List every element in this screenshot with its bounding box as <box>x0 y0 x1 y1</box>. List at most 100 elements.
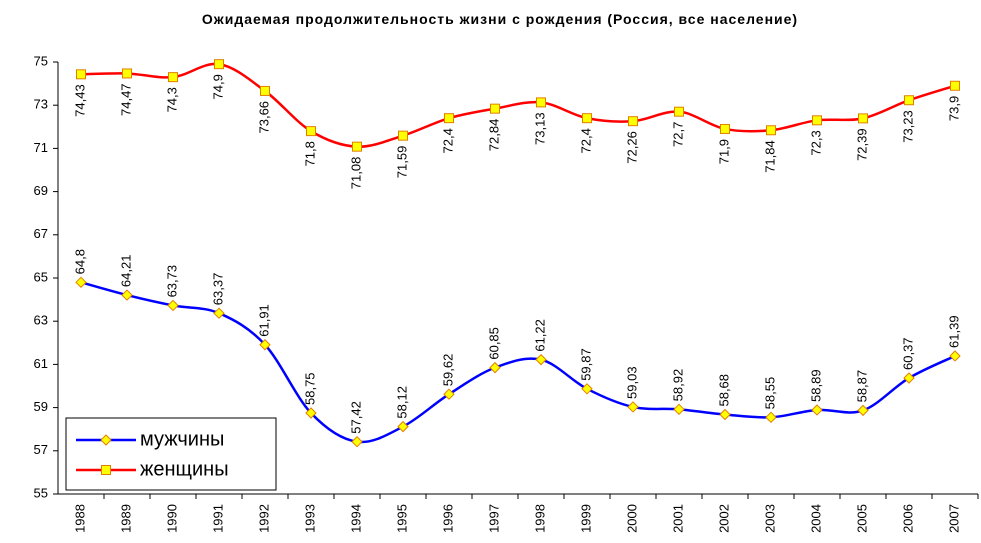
data-label: 74,43 <box>72 84 87 117</box>
x-tick-label: 1999 <box>578 504 593 533</box>
x-tick-label: 1993 <box>302 504 317 533</box>
data-label: 71,9 <box>716 139 731 164</box>
data-point <box>260 85 270 96</box>
data-point <box>811 404 823 416</box>
y-tick-label: 73 <box>34 97 48 112</box>
y-tick-label: 71 <box>34 140 48 155</box>
data-label: 59,62 <box>440 354 455 387</box>
series-line <box>80 281 956 444</box>
data-label: 60,85 <box>486 327 501 360</box>
data-point <box>168 72 178 83</box>
data-point <box>259 339 271 351</box>
data-point <box>581 383 593 395</box>
x-tick-label: 1992 <box>256 504 271 533</box>
data-label: 71,08 <box>348 157 363 190</box>
data-point <box>121 289 133 301</box>
data-point <box>766 125 776 136</box>
y-tick-label: 59 <box>34 399 48 414</box>
x-tick-label: 2003 <box>762 504 777 533</box>
data-point <box>904 95 914 106</box>
data-point <box>673 403 685 416</box>
data-label: 58,68 <box>716 374 731 407</box>
data-label: 73,9 <box>946 96 961 121</box>
data-label: 71,59 <box>394 146 409 179</box>
data-label: 72,84 <box>486 119 501 152</box>
x-tick-label: 1988 <box>72 504 87 533</box>
data-label: 74,47 <box>118 83 133 116</box>
data-label: 58,75 <box>302 372 317 405</box>
x-tick-label: 2004 <box>808 504 823 533</box>
y-tick-label: 69 <box>34 183 48 198</box>
data-point <box>306 126 316 137</box>
data-point <box>857 404 869 417</box>
data-label: 57,42 <box>348 401 363 434</box>
x-tick-label: 2005 <box>854 504 869 533</box>
data-point <box>351 436 363 448</box>
y-tick-label: 61 <box>34 356 48 371</box>
data-label: 72,4 <box>440 128 455 153</box>
data-label: 73,66 <box>256 101 271 134</box>
data-label: 72,26 <box>624 131 639 164</box>
x-tick-label: 2007 <box>946 504 961 533</box>
data-label: 71,84 <box>762 140 777 173</box>
data-point <box>443 388 455 400</box>
x-tick-label: 2000 <box>624 504 639 533</box>
data-point <box>76 69 86 80</box>
data-point <box>627 401 639 413</box>
data-label: 72,7 <box>670 122 685 147</box>
x-tick-label: 1998 <box>532 504 547 533</box>
data-label: 58,89 <box>808 369 823 402</box>
data-point <box>536 97 546 108</box>
x-tick-label: 1995 <box>394 504 409 533</box>
data-label: 61,91 <box>256 304 271 337</box>
data-label: 74,9 <box>210 74 225 99</box>
data-point <box>903 372 915 384</box>
data-point <box>352 141 362 152</box>
data-label: 63,37 <box>210 273 225 306</box>
data-point <box>858 113 868 124</box>
data-label: 72,4 <box>578 128 593 153</box>
data-point <box>213 307 225 319</box>
data-label: 59,03 <box>624 366 639 399</box>
legend-label: мужчины <box>140 428 224 450</box>
data-point <box>397 420 409 433</box>
data-label: 64,8 <box>72 249 87 274</box>
data-label: 61,22 <box>532 319 547 352</box>
legend-marker <box>100 434 112 446</box>
data-point <box>305 407 317 419</box>
data-point <box>582 113 592 124</box>
data-label: 58,12 <box>394 386 409 419</box>
y-tick-label: 63 <box>34 313 48 328</box>
legend-box <box>65 417 277 491</box>
data-point <box>75 276 87 289</box>
legend-label: женщины <box>140 458 229 480</box>
data-label: 60,37 <box>900 337 915 370</box>
data-point <box>398 130 408 141</box>
data-point <box>214 59 224 70</box>
data-point <box>720 123 730 134</box>
data-label: 74,3 <box>164 87 179 112</box>
data-point <box>444 113 454 124</box>
data-label: 58,92 <box>670 369 685 402</box>
data-label: 61,39 <box>946 315 961 348</box>
x-tick-label: 1997 <box>486 504 501 533</box>
y-tick-label: 55 <box>34 485 48 500</box>
x-tick-label: 1994 <box>348 504 363 533</box>
data-point <box>490 103 500 114</box>
data-point <box>719 408 731 421</box>
data-point <box>489 361 501 374</box>
data-point <box>950 80 960 91</box>
data-point <box>949 350 961 362</box>
x-tick-label: 1991 <box>210 504 225 533</box>
data-label: 71,8 <box>302 141 317 166</box>
chart-title: Ожидаемая продолжительность жизни с рожд… <box>201 11 799 27</box>
data-label: 72,39 <box>854 128 869 161</box>
data-point <box>535 353 547 366</box>
data-label: 58,55 <box>762 377 777 410</box>
data-point <box>122 68 132 79</box>
x-tick-label: 1989 <box>118 504 133 533</box>
y-tick-label: 57 <box>34 442 48 457</box>
data-label: 63,73 <box>164 265 179 298</box>
